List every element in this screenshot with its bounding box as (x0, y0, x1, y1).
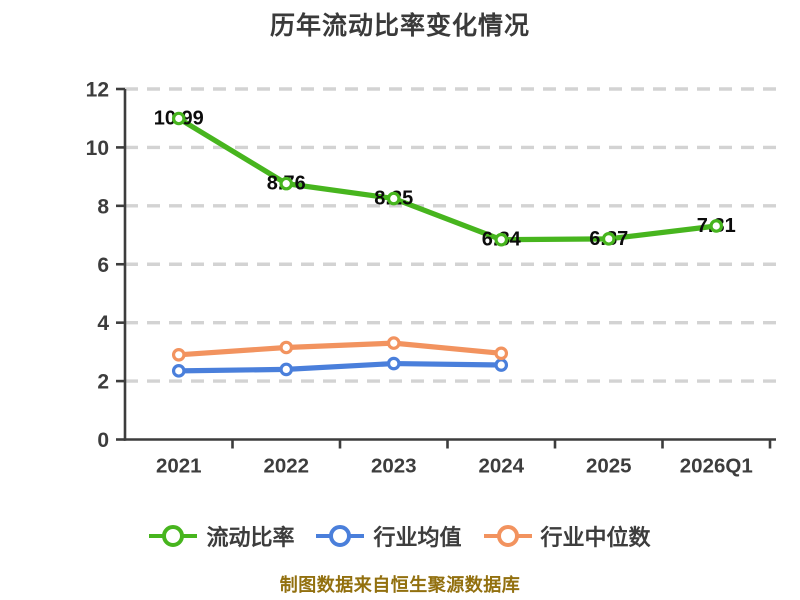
data-point (494, 232, 509, 247)
data-source-note: 制图数据来自恒生聚源数据库 (279, 575, 521, 595)
data-point (171, 364, 186, 378)
y-axis-tick-label: 8 (97, 195, 109, 218)
legend-marker-current-ratio-icon (149, 525, 198, 547)
y-axis-tick-label: 0 (97, 429, 109, 452)
legend-label-industry-median: 行业中位数 (540, 525, 651, 550)
y-axis-tick-label: 2 (97, 371, 109, 394)
data-point (386, 191, 401, 206)
legend-marker-industry-median-icon (483, 525, 532, 547)
x-axis-tick-label: 2024 (478, 455, 524, 478)
data-point (386, 356, 401, 371)
y-axis-tick-label: 4 (97, 312, 109, 335)
data-point (279, 340, 294, 355)
data-point (494, 346, 509, 361)
legend-marker-industry-average-icon (316, 525, 365, 547)
data-point (386, 336, 401, 350)
legend-item-current-ratio: 流动比率 (149, 520, 294, 552)
data-point (279, 362, 294, 377)
y-axis-tick-label: 12 (86, 79, 109, 102)
series-line (176, 360, 504, 374)
x-axis-tick-label: 2021 (156, 455, 202, 478)
series-line (176, 115, 719, 243)
data-point (709, 219, 724, 233)
chart-title: 历年流动比率变化情况 (269, 12, 530, 40)
y-axis-tick-label: 10 (86, 137, 109, 160)
x-axis-tick-label: 2023 (371, 455, 417, 478)
y-axis-tick-label: 6 (97, 254, 109, 277)
data-point (494, 358, 509, 372)
data-point (171, 111, 186, 126)
data-point (279, 176, 294, 191)
data-point (171, 347, 186, 362)
chart-legend: 流动比率 行业均值 行业中位数 (0, 520, 800, 552)
legend-item-industry-median: 行业中位数 (483, 520, 651, 552)
series-line (176, 340, 504, 358)
x-axis-tick-label: 2022 (263, 455, 309, 478)
legend-label-industry-average: 行业均值 (373, 525, 462, 550)
x-axis-tick-label: 2025 (586, 455, 632, 478)
data-point (601, 232, 616, 246)
legend-item-industry-average: 行业均值 (316, 520, 462, 552)
x-axis-tick-label: 2026Q1 (680, 455, 753, 478)
legend-label-current-ratio: 流动比率 (206, 525, 295, 550)
